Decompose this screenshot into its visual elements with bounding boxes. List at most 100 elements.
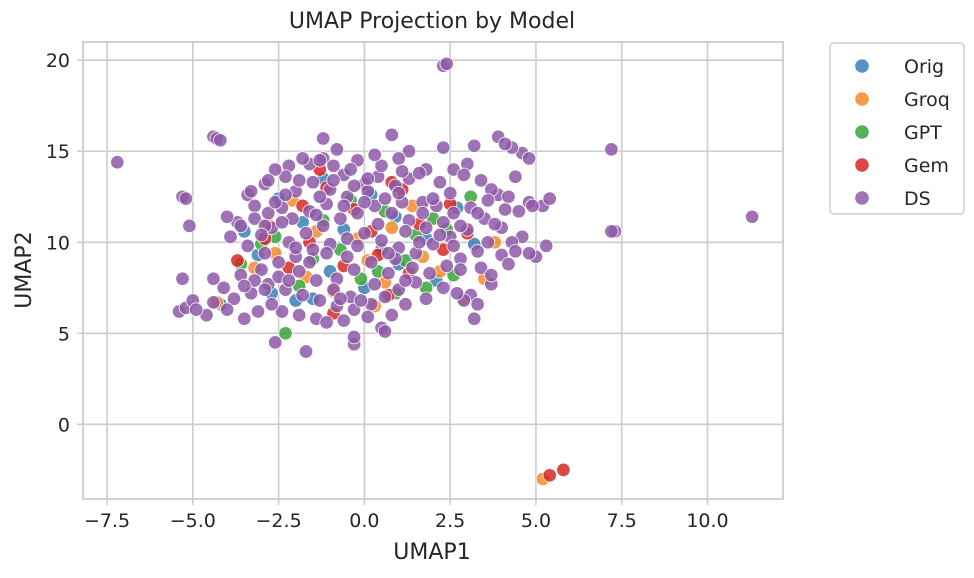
x-axis-ticks: −7.5 −5.0 −2.5 0.0 2.5 5.0 7.5 10.0 [84, 499, 729, 532]
data-point [291, 307, 307, 323]
data-point [305, 174, 321, 190]
data-point [333, 211, 348, 226]
data-point [538, 238, 554, 254]
data-point [206, 271, 221, 286]
data-point [556, 462, 571, 478]
data-point [336, 313, 352, 328]
data-point [367, 276, 382, 292]
data-point [271, 255, 286, 270]
legend-item-groq: Groq [855, 89, 950, 111]
data-point [497, 136, 513, 152]
data-point [295, 151, 310, 166]
data-point [422, 265, 437, 281]
data-point [394, 164, 410, 179]
data-point [446, 238, 461, 254]
data-point [439, 56, 454, 72]
data-point [418, 220, 434, 235]
data-point [333, 291, 348, 306]
data-point [312, 153, 328, 168]
data-point [542, 191, 557, 206]
data-point [480, 193, 496, 208]
legend-item-gem: Gem [855, 155, 949, 177]
data-point [470, 296, 485, 312]
data-point [484, 267, 499, 283]
data-point [370, 216, 386, 232]
data-point [219, 209, 235, 225]
data-point [384, 205, 400, 221]
data-point [381, 265, 396, 281]
x-axis-label: UMAP1 [393, 540, 470, 565]
y-axis-ticks: 0 5 10 15 20 [46, 50, 83, 436]
data-point [521, 245, 537, 261]
data-point [230, 253, 245, 268]
data-point [425, 191, 441, 206]
legend-label: GPT [904, 122, 942, 144]
data-point [357, 225, 372, 241]
data-point [206, 295, 221, 310]
data-point [415, 205, 430, 221]
data-point [281, 273, 297, 288]
data-point [305, 242, 321, 257]
data-point [436, 140, 451, 155]
data-point [384, 220, 400, 235]
y-tick-label: 20 [46, 50, 70, 72]
data-point [326, 158, 341, 174]
data-point [315, 131, 331, 146]
data-point [446, 205, 461, 221]
data-point [521, 151, 537, 166]
x-tick-label: 2.5 [435, 510, 465, 532]
data-point [346, 329, 362, 345]
data-point [339, 249, 355, 265]
data-point [357, 194, 372, 210]
data-point [508, 244, 523, 259]
legend-label: Groq [904, 89, 950, 111]
data-point [350, 205, 365, 221]
data-point [336, 198, 352, 214]
data-point [247, 198, 262, 214]
data-point [312, 293, 328, 308]
data-point [501, 189, 516, 205]
data-point [466, 311, 482, 326]
data-point [744, 209, 760, 225]
data-point [264, 296, 279, 312]
data-point [319, 245, 334, 261]
data-point [391, 151, 406, 166]
data-point [339, 231, 355, 246]
y-axis-label: UMAP2 [12, 231, 37, 308]
data-point [367, 147, 382, 163]
data-point [473, 173, 489, 188]
y-tick-label: 0 [58, 414, 70, 436]
x-tick-label: 0.0 [349, 510, 379, 532]
data-point [315, 218, 331, 234]
data-point [267, 194, 283, 210]
data-point [466, 138, 482, 154]
data-point [213, 133, 228, 148]
data-point [291, 173, 307, 188]
data-point [398, 296, 413, 312]
data-point [604, 142, 619, 157]
data-point [257, 245, 273, 261]
data-point [267, 162, 283, 177]
x-tick-label: 7.5 [607, 510, 637, 532]
y-tick-label: 15 [46, 141, 70, 163]
data-point [216, 280, 231, 296]
data-point [473, 260, 489, 276]
data-point [511, 204, 527, 219]
data-point [412, 235, 427, 250]
data-point [223, 229, 238, 245]
data-point [237, 278, 252, 294]
legend-marker [855, 125, 869, 139]
data-point [346, 178, 362, 194]
data-point [604, 224, 619, 239]
data-point [254, 227, 269, 243]
data-point [374, 233, 389, 248]
legend-item-orig: Orig [855, 56, 944, 78]
data-point [377, 324, 393, 339]
data-point [219, 302, 235, 317]
data-point [240, 238, 255, 254]
data-point [525, 198, 540, 214]
data-point [233, 218, 249, 234]
data-point [254, 262, 269, 277]
data-point [363, 255, 379, 270]
